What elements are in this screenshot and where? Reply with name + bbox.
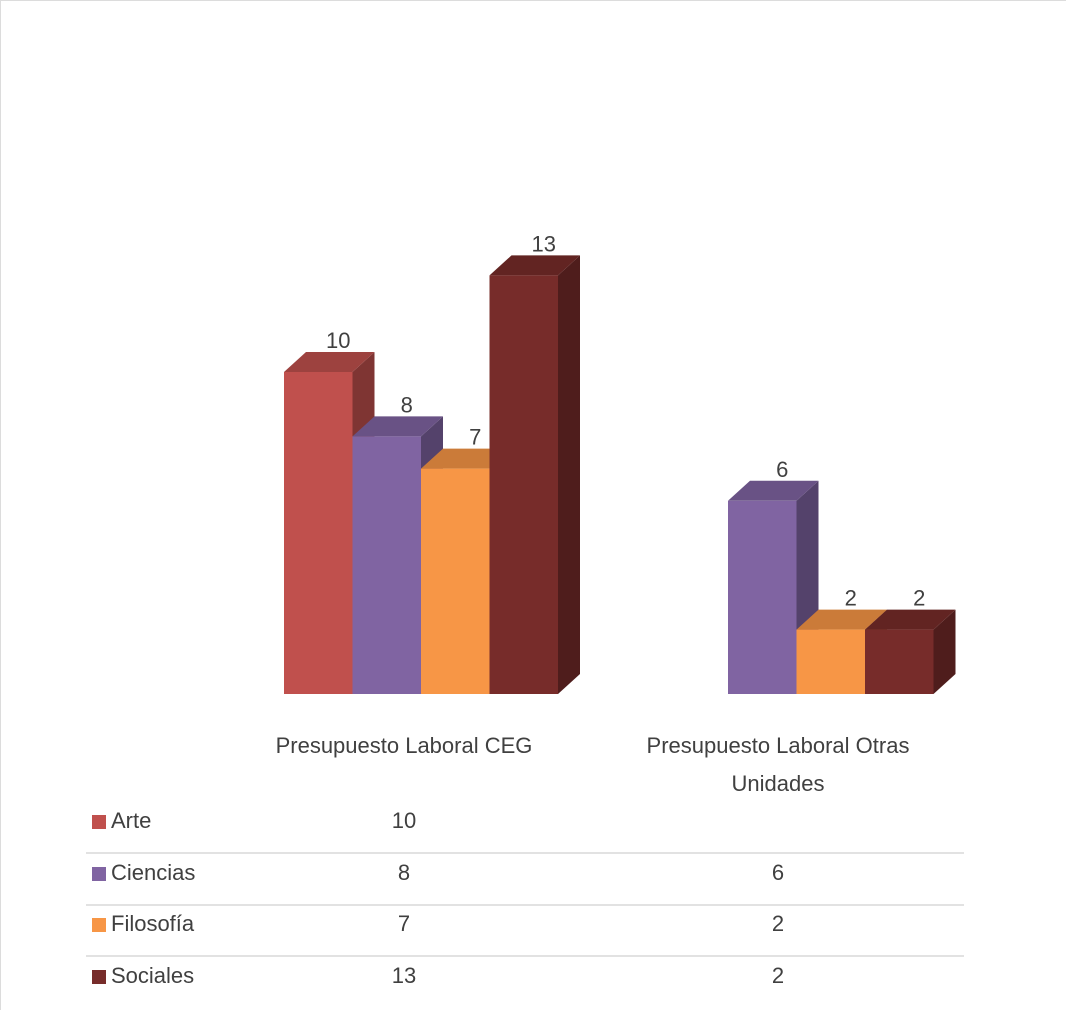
table-value: 6 — [772, 860, 784, 885]
bar-group-1: 10 8 7 13 — [284, 231, 580, 694]
bar-front — [284, 372, 353, 694]
bar-side — [558, 255, 580, 694]
bar-top — [796, 609, 887, 630]
table-value: 10 — [392, 808, 416, 833]
legend-swatch — [92, 918, 106, 932]
bar-top — [489, 255, 580, 276]
table-value: 7 — [398, 911, 410, 936]
bar-front — [865, 629, 934, 694]
data-label: 6 — [776, 457, 788, 482]
category-label: Presupuesto Laboral CEG — [276, 733, 533, 758]
plot-area: 10 8 7 13 6 2 2 — [284, 231, 956, 694]
table-value: 2 — [772, 911, 784, 936]
table-value: 8 — [398, 860, 410, 885]
category-label: Unidades — [732, 771, 825, 796]
bar — [865, 609, 956, 694]
legend-label: Sociales — [111, 963, 194, 988]
table-value: 13 — [392, 963, 416, 988]
bar-group-2: 6 2 2 — [728, 457, 956, 694]
bar-side — [933, 609, 956, 694]
bar-top — [352, 416, 443, 437]
bar-top — [421, 448, 512, 469]
table-value: 2 — [772, 963, 784, 988]
data-label: 13 — [532, 231, 556, 256]
legend-label: Ciencias — [111, 860, 195, 885]
data-label: 8 — [401, 392, 413, 417]
data-label: 2 — [845, 586, 857, 611]
legend-label: Filosofía — [111, 911, 195, 936]
bar — [489, 255, 580, 694]
bar-top — [284, 352, 375, 372]
bar-top — [728, 480, 819, 501]
legend-swatch — [92, 970, 106, 984]
legend-swatch — [92, 867, 106, 881]
data-label: 2 — [913, 586, 925, 611]
bar-front — [421, 468, 490, 694]
bar-top — [865, 609, 956, 630]
bar-front — [728, 500, 797, 694]
legend-swatch — [92, 815, 106, 829]
data-table: Arte 10 Ciencias 8 6 Filosofía 7 2 Sociales 13 2 — [86, 808, 964, 988]
bar-front — [489, 275, 558, 694]
category-label: Presupuesto Laboral Otras — [647, 733, 910, 758]
data-label: 7 — [469, 425, 481, 450]
bar-front — [352, 436, 421, 694]
legend-label: Arte — [111, 808, 151, 833]
data-label: 10 — [326, 328, 350, 353]
bar-front — [796, 629, 865, 694]
